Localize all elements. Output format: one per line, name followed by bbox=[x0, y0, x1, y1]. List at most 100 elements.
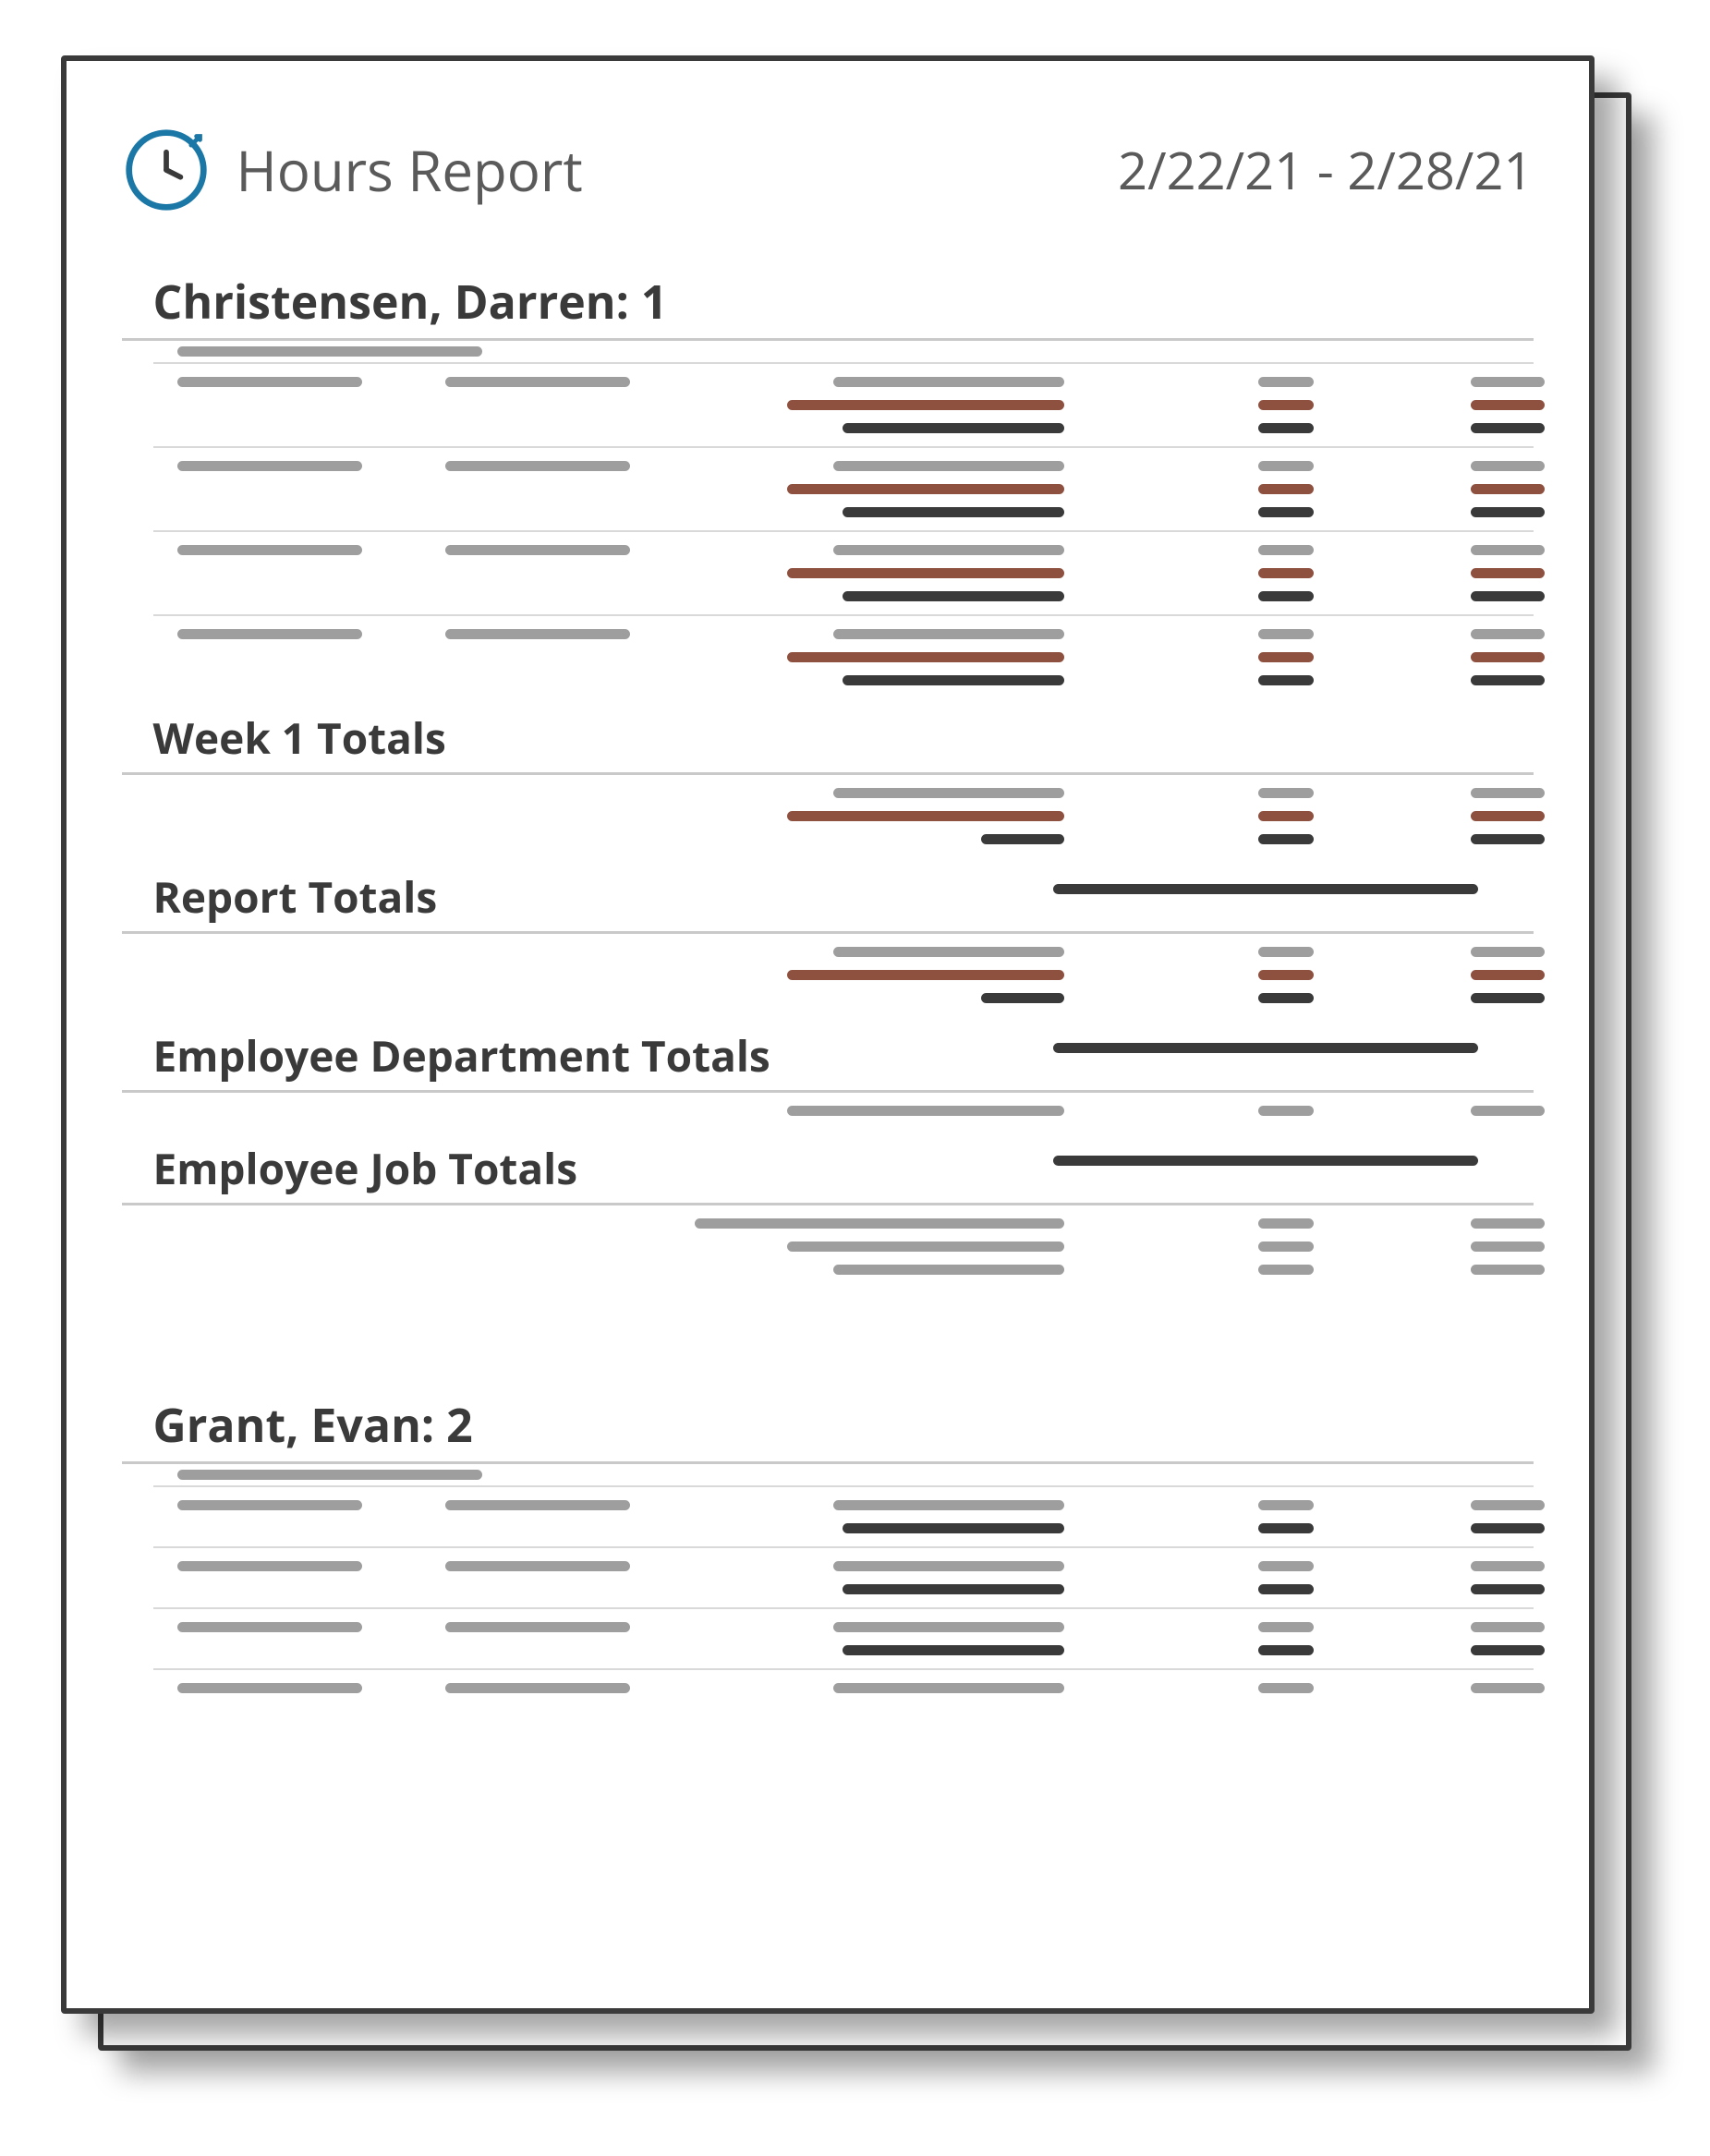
divider bbox=[122, 1461, 1534, 1464]
sub-divider bbox=[153, 1668, 1534, 1670]
placeholder-bar bbox=[445, 377, 630, 387]
placeholder-bar bbox=[1258, 1622, 1314, 1632]
placeholder-bar bbox=[1471, 568, 1545, 578]
placeholder-bar bbox=[1258, 377, 1314, 387]
placeholder-bar bbox=[177, 1561, 362, 1571]
report-title: Hours Report bbox=[236, 132, 583, 208]
placeholder-bar bbox=[1471, 545, 1545, 555]
employee-name-2: Grant, Evan: 2 bbox=[153, 1393, 1534, 1456]
placeholder-bar bbox=[1258, 545, 1314, 555]
placeholder-bar bbox=[981, 993, 1064, 1003]
report-stage: Hours Report 2/22/21 - 2/28/21 Christens… bbox=[61, 55, 1650, 2088]
placeholder-bar bbox=[1258, 811, 1314, 821]
data-row bbox=[122, 1615, 1534, 1663]
placeholder-bar bbox=[1471, 1584, 1545, 1594]
placeholder-bar bbox=[1258, 788, 1314, 798]
placeholder-bar bbox=[787, 652, 1064, 662]
placeholder-bar bbox=[787, 400, 1064, 410]
job-totals-title: Employee Job Totals bbox=[153, 1140, 1044, 1197]
placeholder-bar bbox=[1471, 811, 1545, 821]
placeholder-bar bbox=[1471, 675, 1545, 685]
placeholder-bar bbox=[1258, 1584, 1314, 1594]
placeholder-bar bbox=[1258, 970, 1314, 980]
placeholder-bar bbox=[1258, 652, 1314, 662]
data-row bbox=[122, 781, 1534, 852]
placeholder-bar bbox=[1471, 993, 1545, 1003]
report-header: Hours Report 2/22/21 - 2/28/21 bbox=[122, 126, 1534, 214]
placeholder-bar bbox=[1258, 1265, 1314, 1275]
data-row bbox=[122, 454, 1534, 525]
placeholder-bar bbox=[1471, 1683, 1545, 1693]
placeholder-bar bbox=[787, 484, 1064, 494]
placeholder-bar bbox=[177, 1500, 362, 1510]
placeholder-bar bbox=[445, 1561, 630, 1571]
data-row bbox=[122, 939, 1534, 1011]
placeholder-bar bbox=[1258, 507, 1314, 517]
placeholder-bar bbox=[177, 1470, 482, 1480]
data-row bbox=[122, 1211, 1534, 1282]
placeholder-bar bbox=[1258, 1500, 1314, 1510]
data-row bbox=[122, 538, 1534, 609]
placeholder-bar bbox=[843, 675, 1064, 685]
placeholder-bar bbox=[833, 1561, 1064, 1571]
dept-totals-title: Employee Department Totals bbox=[153, 1027, 1044, 1084]
placeholder-bar bbox=[177, 1622, 362, 1632]
data-row bbox=[122, 369, 1534, 441]
placeholder-bar bbox=[1258, 1218, 1314, 1229]
data-row bbox=[122, 622, 1534, 693]
date-range: 2/22/21 - 2/28/21 bbox=[1118, 135, 1533, 205]
placeholder-bar bbox=[833, 1500, 1064, 1510]
placeholder-bar bbox=[1258, 400, 1314, 410]
placeholder-bar bbox=[445, 545, 630, 555]
placeholder-bar bbox=[1258, 423, 1314, 433]
report-totals-title: Report Totals bbox=[153, 868, 1044, 926]
placeholder-bar bbox=[1471, 1645, 1545, 1655]
divider bbox=[122, 1090, 1534, 1093]
placeholder-bar bbox=[177, 545, 362, 555]
placeholder-bar bbox=[177, 461, 362, 471]
placeholder-bar bbox=[843, 507, 1064, 517]
spacer bbox=[122, 1282, 1534, 1393]
placeholder-bar bbox=[1471, 1622, 1545, 1632]
placeholder-bar bbox=[787, 811, 1064, 821]
placeholder-bar bbox=[1471, 1561, 1545, 1571]
placeholder-bar bbox=[445, 1500, 630, 1510]
sub-divider bbox=[153, 614, 1534, 616]
divider bbox=[122, 1203, 1534, 1205]
placeholder-bar bbox=[1258, 591, 1314, 601]
placeholder-bar bbox=[1258, 1561, 1314, 1571]
placeholder-bar bbox=[1471, 834, 1545, 844]
placeholder-bar bbox=[177, 377, 362, 387]
placeholder-bar bbox=[981, 834, 1064, 844]
placeholder-bar bbox=[695, 1218, 1064, 1229]
placeholder-bar bbox=[787, 970, 1064, 980]
clock-logo-icon bbox=[122, 126, 211, 214]
sub-divider bbox=[153, 362, 1534, 364]
header-left: Hours Report bbox=[122, 126, 583, 214]
report-totals-header: Report Totals bbox=[122, 852, 1534, 926]
placeholder-bar bbox=[1471, 652, 1545, 662]
placeholder-bar bbox=[833, 545, 1064, 555]
placeholder-bar bbox=[1258, 629, 1314, 639]
placeholder-bar bbox=[1471, 1242, 1545, 1252]
placeholder-bar bbox=[1258, 1645, 1314, 1655]
placeholder-bar bbox=[1258, 1523, 1314, 1533]
placeholder-bar bbox=[1258, 834, 1314, 844]
placeholder-bar bbox=[177, 346, 482, 357]
placeholder-bar bbox=[1053, 1156, 1478, 1166]
page-front: Hours Report 2/22/21 - 2/28/21 Christens… bbox=[61, 55, 1595, 2014]
placeholder-bar bbox=[1258, 1683, 1314, 1693]
sub-divider bbox=[153, 530, 1534, 532]
sub-divider bbox=[153, 1607, 1534, 1609]
placeholder-bar bbox=[833, 461, 1064, 471]
data-row bbox=[122, 1493, 1534, 1541]
placeholder-bar bbox=[1258, 484, 1314, 494]
placeholder-bar bbox=[445, 461, 630, 471]
placeholder-bar bbox=[843, 1645, 1064, 1655]
placeholder-bar bbox=[1471, 423, 1545, 433]
week-totals-title: Week 1 Totals bbox=[153, 709, 1534, 767]
placeholder-bar bbox=[1258, 1106, 1314, 1116]
placeholder-bar bbox=[833, 947, 1064, 957]
divider bbox=[122, 338, 1534, 341]
placeholder-bar bbox=[833, 1265, 1064, 1275]
